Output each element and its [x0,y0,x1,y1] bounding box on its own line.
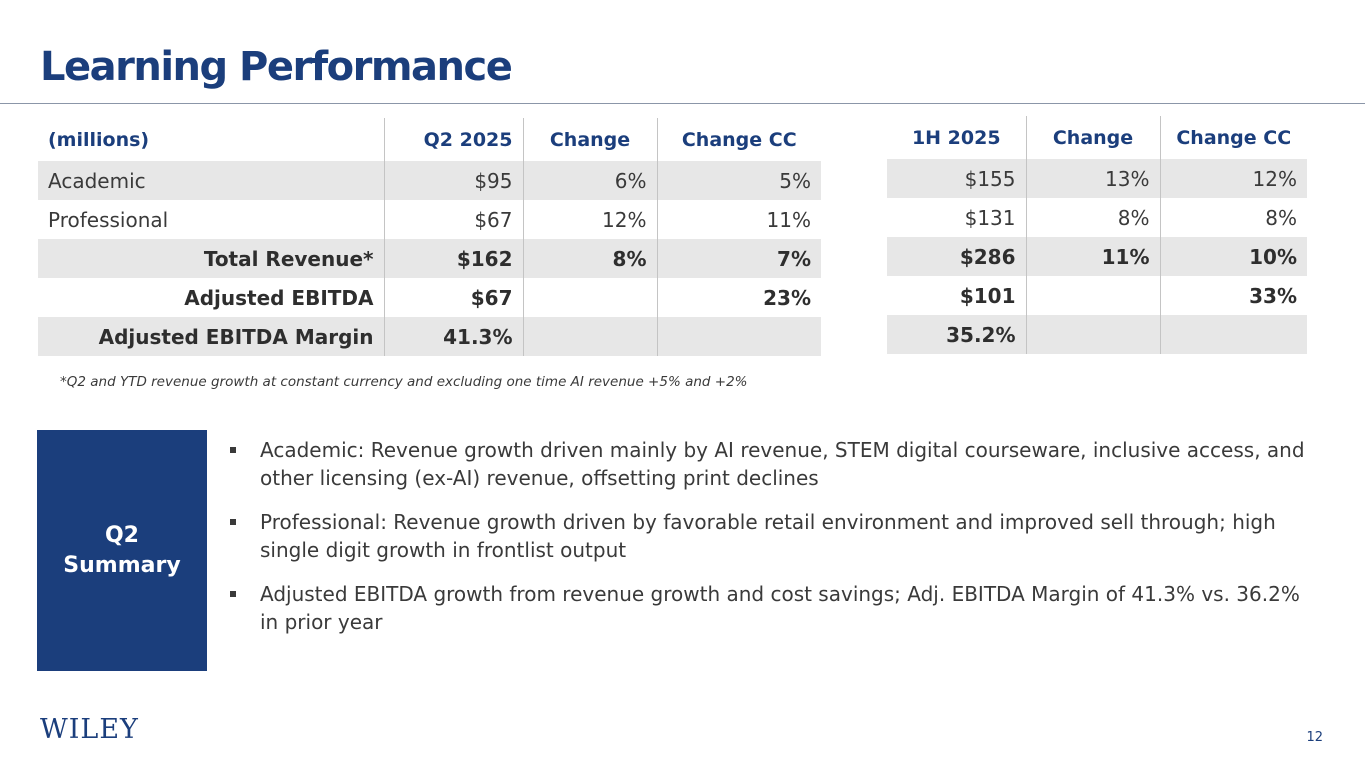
change-cc-value: 11% [766,207,811,232]
row-label: Adjusted EBITDA [38,278,385,317]
q2-value: $67 [384,200,524,239]
row-label: Total Revenue* [38,239,385,278]
table-row: 35.2% [887,315,1307,354]
header-change: Change [523,118,658,161]
change-value [523,278,658,317]
change-cc-value: 8% [1265,205,1297,230]
change-cc-value: 23% [763,285,811,310]
row-label: Professional [38,200,385,239]
summary-label-line2: Summary [63,552,181,578]
change-value: 11% [1026,237,1161,276]
table-row-adjusted-ebitda: Adjusted EBITDA $67 23% [38,278,821,317]
header-change: Change [1026,116,1161,159]
table-row: $131 8% 8% [887,198,1307,237]
change-value: 13% [1026,159,1161,198]
title-divider [0,103,1365,104]
bullet-professional: Professional: Revenue growth driven by f… [230,508,1320,564]
square-bullet-icon [230,519,236,525]
table-row-academic: Academic $95 6% 5% [38,161,821,200]
h1-2025-table: 1H 2025 Change Change CC $155 13% 12% $1… [887,116,1307,354]
change-value [523,317,658,356]
q2-value: $162 [384,239,524,278]
change-cc-value [1160,315,1307,354]
table-row-professional: Professional $67 12% 11% [38,200,821,239]
change-cc-value: 33% [1249,283,1297,308]
table-row: $101 33% [887,276,1307,315]
h1-value: $101 [887,276,1027,315]
change-cc-value: 5% [657,161,821,200]
bullet-text: Professional: Revenue growth driven by f… [260,510,1276,562]
q2-value: 41.3% [384,317,524,356]
row-label: Academic [38,161,385,200]
table-row-total-revenue: Total Revenue* $162 8% 7% [38,239,821,278]
change-value: 12% [523,200,658,239]
header-1h-2025: 1H 2025 [887,116,1027,159]
square-bullet-icon [230,447,236,453]
h1-value: 35.2% [887,315,1027,354]
summary-bullet-list: Academic: Revenue growth driven mainly b… [230,436,1320,652]
change-value: 6% [523,161,658,200]
header-q2-2025: Q2 2025 [384,118,524,161]
wiley-logo: WILEY [40,714,139,745]
bullet-adjusted-ebitda: Adjusted EBITDA growth from revenue grow… [230,580,1320,636]
bullet-text: Adjusted EBITDA growth from revenue grow… [260,582,1300,634]
q2-summary-box: Q2 Summary [37,430,207,671]
h1-value: $131 [887,198,1027,237]
page-title: Learning Performance [40,44,513,90]
change-value [1026,315,1161,354]
footnote: *Q2 and YTD revenue growth at constant c… [60,374,748,390]
change-cc-value: 7% [657,239,821,278]
q2-value: $67 [384,278,524,317]
q2-table-header-row: (millions) Q2 2025 Change Change CC [38,118,821,161]
q2-2025-table: (millions) Q2 2025 Change Change CC Acad… [38,118,821,356]
change-value: 8% [1026,198,1161,237]
summary-label-line1: Q2 [104,522,139,548]
q2-value: $95 [384,161,524,200]
header-millions: (millions) [38,118,385,161]
h1-value: $155 [887,159,1027,198]
change-cc-value: 12% [1160,159,1307,198]
header-change-cc: Change CC [681,128,797,151]
page-number: 12 [1306,730,1323,745]
row-label: Adjusted EBITDA Margin [38,317,385,356]
square-bullet-icon [230,591,236,597]
change-cc-value [657,317,821,356]
change-value [1026,276,1161,315]
h1-table-header-row: 1H 2025 Change Change CC [887,116,1307,159]
bullet-academic: Academic: Revenue growth driven mainly b… [230,436,1320,492]
change-cc-value: 10% [1160,237,1307,276]
change-value: 8% [523,239,658,278]
header-change-cc: Change CC [1176,126,1292,149]
table-row: $286 11% 10% [887,237,1307,276]
table-row-adjusted-ebitda-margin: Adjusted EBITDA Margin 41.3% [38,317,821,356]
h1-value: $286 [887,237,1027,276]
bullet-text: Academic: Revenue growth driven mainly b… [260,438,1305,490]
table-row: $155 13% 12% [887,159,1307,198]
